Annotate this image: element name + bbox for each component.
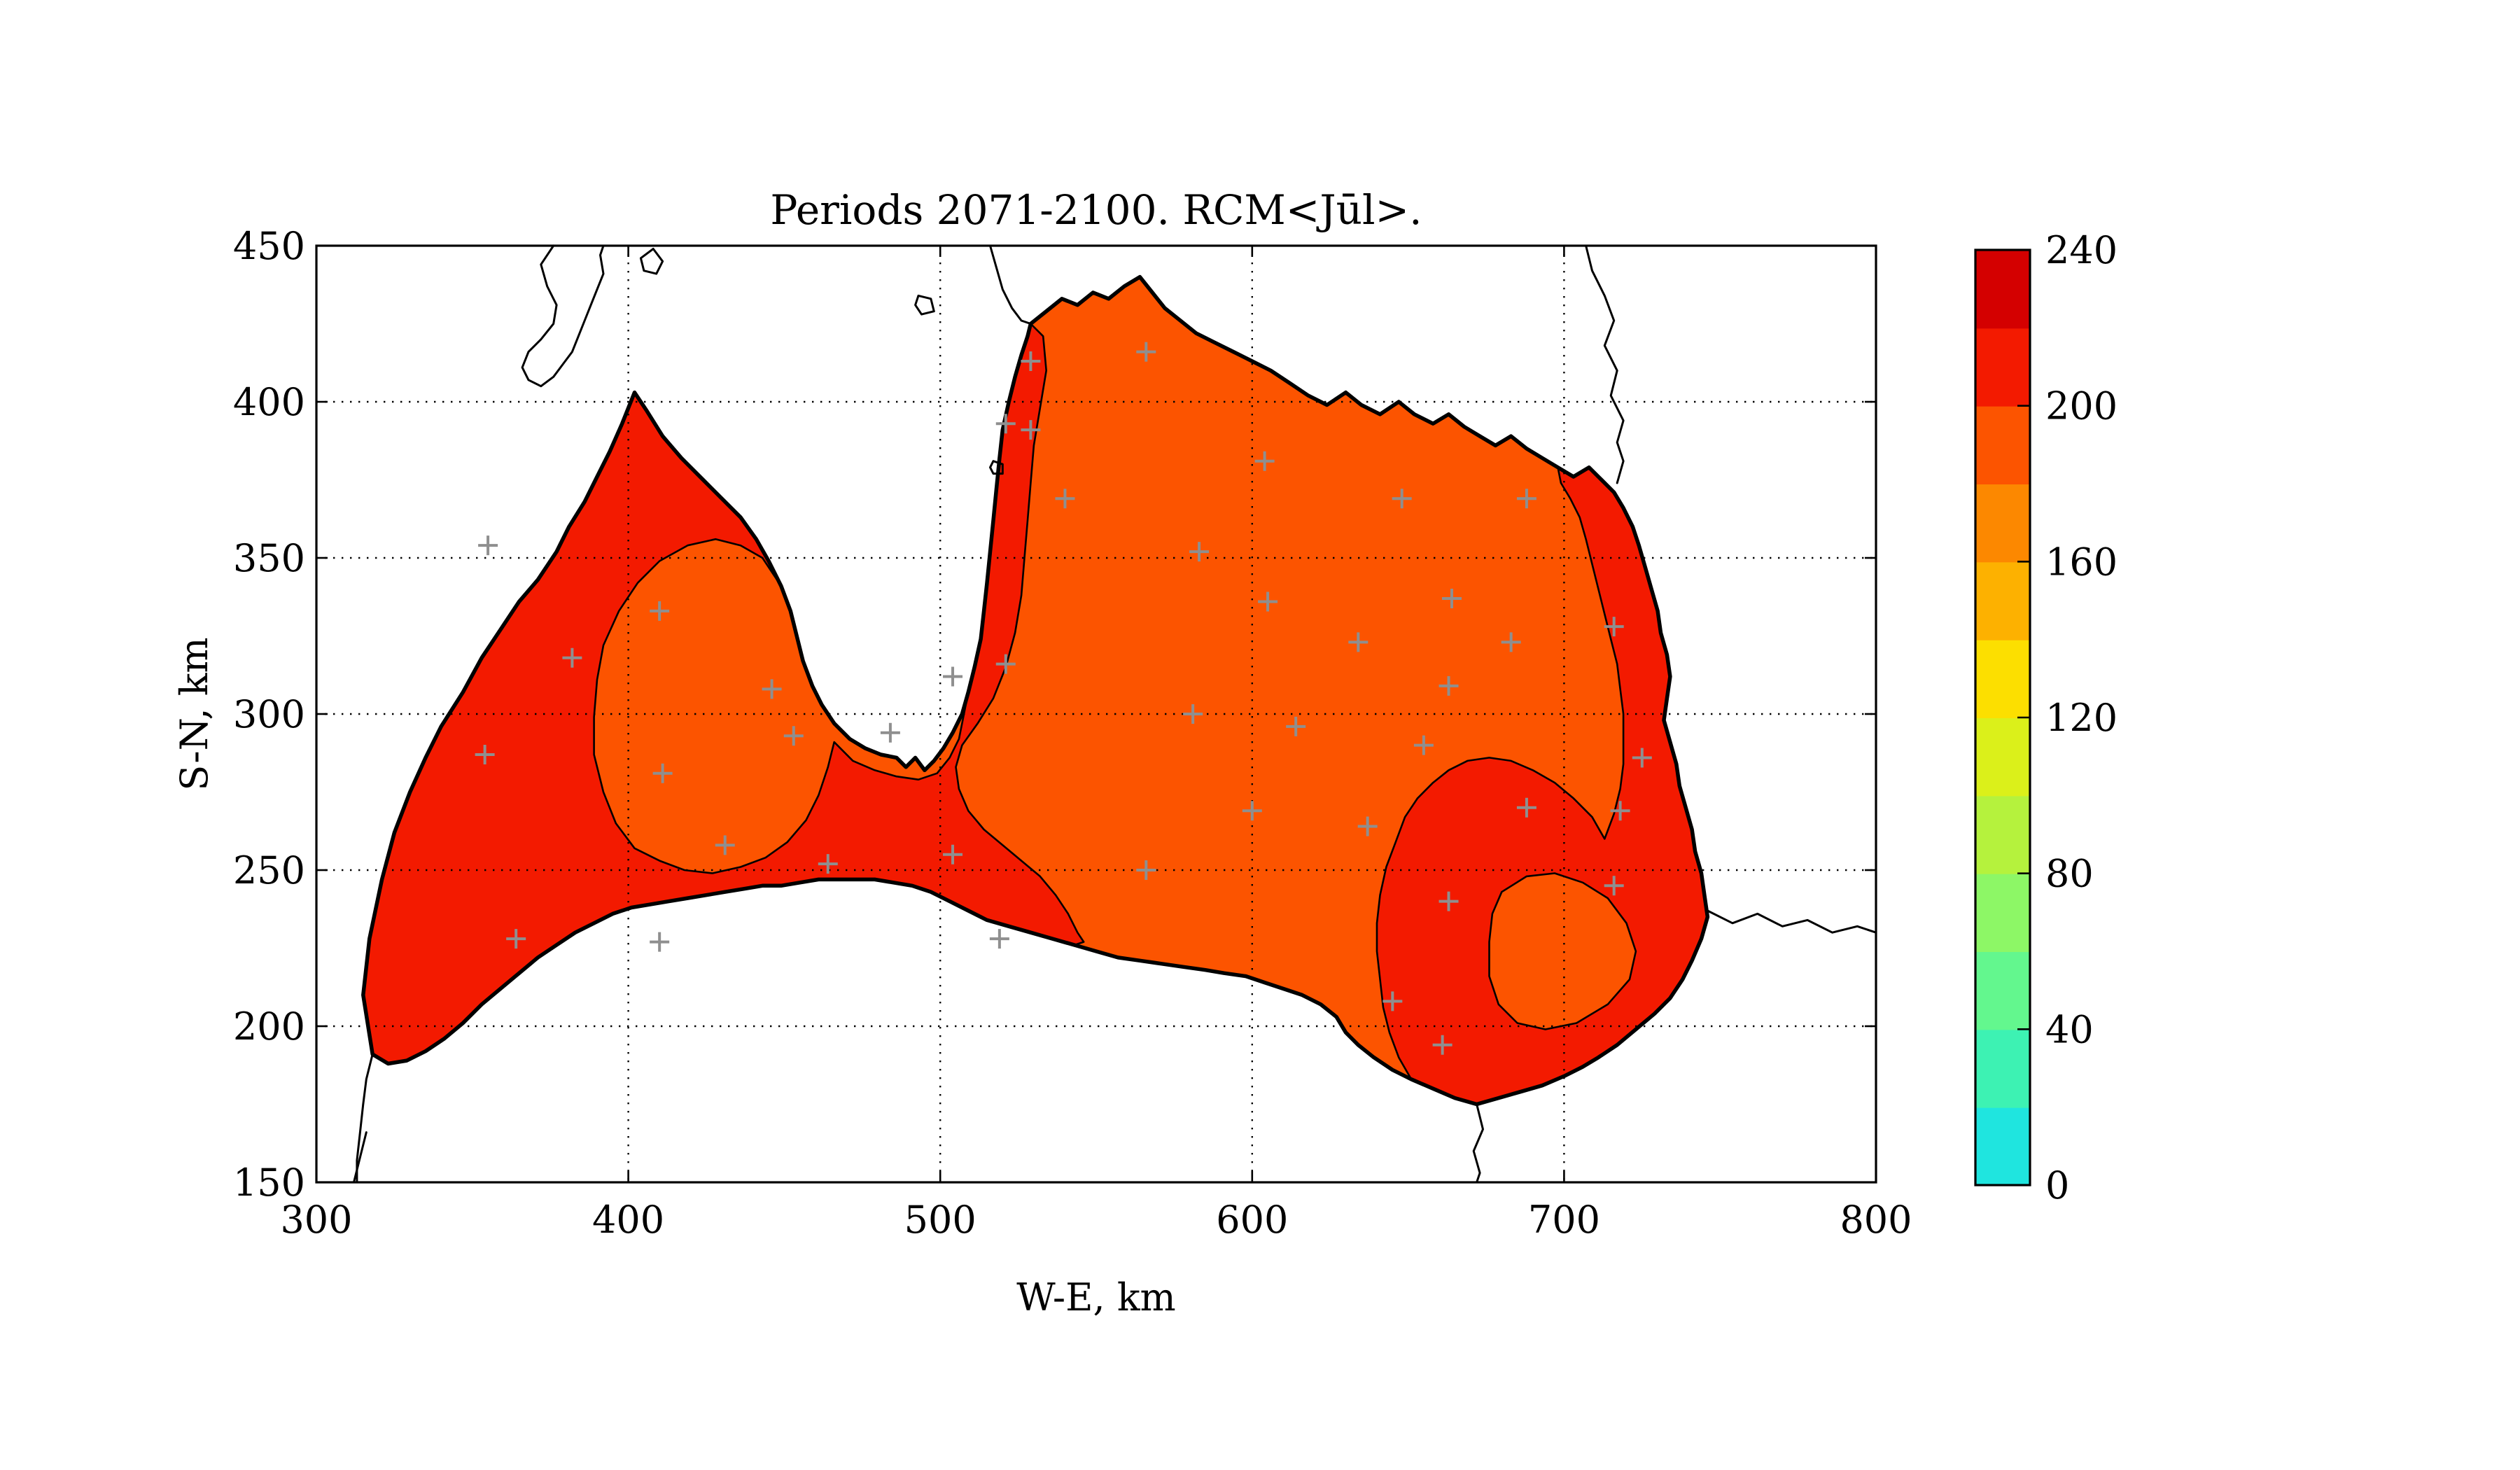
colorbar-band-120-140: [1975, 639, 2030, 718]
estonia-kihnu-island: [914, 294, 935, 316]
station-plus-marker: [1516, 489, 1536, 509]
station-plus-marker: [652, 763, 673, 783]
colorbar-band-40-60: [1975, 951, 2030, 1030]
station-plus-marker: [1136, 860, 1156, 880]
x-tick-label: 600: [1216, 1198, 1288, 1242]
station-plus-marker: [1242, 801, 1262, 821]
station-plus-marker: [995, 654, 1016, 674]
station-plus-marker: [943, 666, 963, 687]
station-plus-marker: [1610, 801, 1630, 821]
station-plus-marker: [506, 929, 526, 949]
station-plus-marker: [1021, 420, 1041, 440]
y-tick-label: 450: [233, 224, 305, 268]
station-plus-marker: [880, 722, 900, 743]
station-plus-marker: [1254, 451, 1275, 471]
colorbar-band-160-180: [1975, 484, 2030, 563]
colorbar-tick-label: 200: [2045, 384, 2118, 428]
x-tick-label: 300: [280, 1198, 352, 1242]
colorbar-tick-label: 80: [2045, 852, 2094, 896]
station-plus-marker: [1432, 1035, 1452, 1055]
y-tick-label: 250: [233, 848, 305, 892]
colorbar-tick-label: 40: [2045, 1007, 2094, 1051]
colorbar-band-20-40: [1975, 1029, 2030, 1108]
y-tick-label: 400: [233, 380, 305, 424]
station-plus-marker: [1183, 704, 1203, 724]
station-plus-marker: [1258, 592, 1278, 612]
station-plus-marker: [943, 844, 963, 864]
station-plus-marker: [650, 932, 670, 952]
y-tick-label: 150: [233, 1161, 305, 1205]
station-plus-marker: [1136, 342, 1156, 362]
colorbar-band-220-240: [1975, 250, 2030, 329]
station-plus-marker: [562, 648, 582, 668]
estonia-russia-border: [1585, 244, 1625, 484]
x-tick-label: 700: [1528, 1198, 1600, 1242]
colorbar-tick-label: 240: [2045, 228, 2118, 272]
station-plus-marker: [650, 601, 670, 621]
curonian-spit: [353, 1131, 368, 1184]
station-plus-marker: [995, 414, 1016, 434]
station-plus-marker: [1604, 617, 1624, 637]
station-plus-marker: [715, 835, 735, 855]
axes-spines-ticks: [315, 244, 1877, 1184]
station-plus-marker: [1357, 816, 1378, 836]
station-plus-marker: [1348, 632, 1368, 652]
y-tick-label: 200: [233, 1004, 305, 1049]
station-plus-marker: [478, 536, 498, 556]
colorbar-band-140-160: [1975, 561, 2030, 640]
chart-title: Periods 2071-2100. RCM<Jūl>.: [770, 186, 1422, 234]
russia-belarus-border: [1706, 909, 1877, 934]
station-markers: [475, 342, 1652, 1055]
station-plus-marker: [1632, 748, 1652, 768]
contour-fills: [362, 276, 1709, 1105]
station-plus-marker: [762, 679, 782, 699]
lithuania-belarus-border: [1472, 1103, 1484, 1184]
station-plus-marker: [475, 744, 495, 764]
colorbar-band-60-80: [1975, 873, 2030, 952]
station-plus-marker: [818, 854, 838, 874]
station-plus-marker: [1501, 632, 1521, 652]
station-plus-marker: [1413, 735, 1434, 755]
colorbar-tick-label: 160: [2045, 540, 2118, 584]
y-tick-label: 300: [233, 692, 305, 736]
station-plus-marker: [1438, 891, 1459, 911]
estonia-coast: [989, 244, 1032, 325]
x-axis-label: W-E, km: [1016, 1275, 1176, 1320]
station-plus-marker: [1438, 676, 1459, 696]
station-plus-marker: [783, 726, 804, 746]
estonia-saaremaa-island: [521, 244, 605, 388]
station-plus-marker: [1392, 489, 1412, 509]
colorbar-band-0-20: [1975, 1107, 2030, 1186]
station-plus-marker: [989, 929, 1009, 949]
x-tick-label: 500: [904, 1198, 976, 1242]
y-axis-label: S-N, km: [172, 637, 216, 790]
colorbar-band-80-100: [1975, 795, 2030, 874]
station-plus-marker: [1055, 489, 1075, 509]
x-tick-label: 400: [592, 1198, 664, 1242]
colorbar-band-180-200: [1975, 405, 2030, 484]
station-plus-marker: [1286, 716, 1306, 736]
latvia-border: [361, 274, 1710, 1107]
y-tick-label: 350: [233, 536, 305, 580]
colorbar-tick-label: 120: [2045, 696, 2118, 740]
estonia-islet: [639, 248, 664, 275]
station-plus-marker: [1441, 588, 1462, 608]
tick-labels: 300 400 500 600 700 800 150 200 250 300 350 400 450: [233, 224, 1912, 1242]
station-plus-marker: [1604, 876, 1624, 896]
station-plus-marker: [1189, 542, 1210, 562]
x-tick-label: 800: [1840, 1198, 1912, 1242]
station-plus-marker: [1382, 991, 1403, 1011]
neighbor-borders: [353, 244, 1877, 1184]
colorbar: 0 40 80 120 160 200 240: [1974, 228, 2118, 1208]
station-plus-marker: [1021, 351, 1041, 372]
colorbar-band-200-220: [1975, 328, 2030, 407]
colorbar-tick-label: 0: [2045, 1163, 2069, 1208]
country-coastline: [361, 274, 1710, 1107]
lithuania-coast: [356, 1053, 374, 1184]
colorbar-band-100-120: [1975, 718, 2030, 797]
station-plus-marker: [1516, 797, 1536, 818]
